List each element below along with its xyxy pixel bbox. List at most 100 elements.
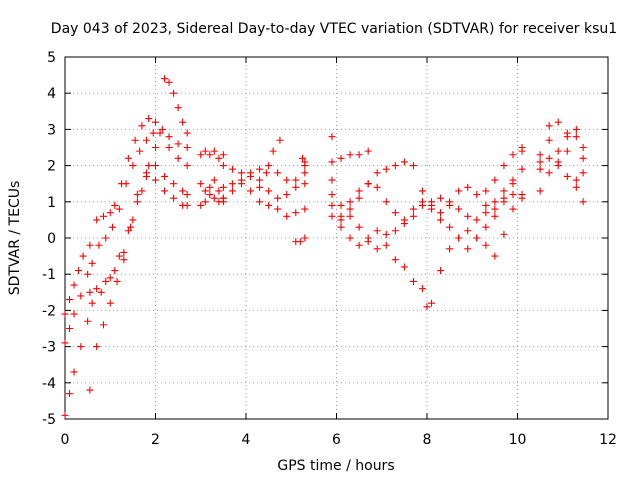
data-point	[201, 187, 209, 195]
data-point	[364, 238, 372, 246]
data-point	[152, 144, 159, 151]
x-tick-label: 0	[61, 432, 70, 448]
data-point	[292, 176, 300, 184]
data-point	[102, 234, 110, 242]
data-point	[66, 296, 74, 304]
data-point	[301, 180, 309, 188]
series-trace-5	[86, 144, 159, 296]
data-point	[572, 125, 580, 133]
x-tick-label: 12	[599, 432, 617, 448]
data-point	[206, 191, 214, 199]
data-point	[156, 129, 164, 137]
data-point	[183, 201, 191, 209]
data-point	[95, 241, 103, 249]
data-point	[337, 223, 345, 231]
data-point	[77, 343, 85, 351]
data-point	[115, 205, 123, 213]
data-point	[93, 285, 101, 293]
data-point	[152, 162, 159, 170]
data-point	[464, 227, 472, 235]
y-tick-label: -2	[42, 303, 56, 319]
data-point	[328, 212, 336, 220]
data-point	[455, 205, 463, 213]
data-point	[127, 223, 135, 231]
data-point	[61, 339, 69, 347]
data-point	[579, 144, 587, 151]
data-point	[346, 212, 354, 220]
data-point	[482, 241, 490, 249]
data-point	[446, 223, 454, 231]
data-point	[491, 252, 499, 260]
data-point	[129, 162, 137, 170]
data-point	[274, 205, 282, 213]
series-trace-19	[337, 165, 526, 253]
data-point	[500, 162, 508, 170]
data-point	[152, 118, 159, 126]
data-point	[391, 256, 399, 264]
chart-title: Day 043 of 2023, Sidereal Day-to-day VTE…	[51, 21, 617, 37]
data-point	[136, 147, 144, 155]
data-point	[500, 198, 508, 206]
data-point	[491, 212, 499, 220]
data-point	[197, 201, 205, 209]
data-point	[215, 154, 223, 162]
data-point	[133, 191, 141, 199]
data-point	[382, 165, 390, 173]
data-point	[262, 169, 270, 177]
data-point	[219, 183, 227, 191]
data-point	[355, 241, 363, 249]
data-point	[409, 277, 417, 285]
data-point	[346, 234, 354, 242]
y-tick-label: 0	[47, 231, 56, 247]
data-point	[219, 162, 227, 170]
data-point	[355, 187, 363, 195]
data-point	[418, 187, 426, 195]
data-point	[301, 169, 309, 177]
data-point	[219, 151, 227, 159]
data-point	[409, 205, 417, 213]
data-point	[400, 220, 408, 228]
data-point	[579, 198, 587, 206]
data-point	[328, 158, 336, 166]
data-point	[161, 75, 169, 83]
data-point	[124, 227, 132, 235]
grid-lines	[65, 57, 608, 419]
data-point	[106, 274, 114, 282]
data-point	[572, 183, 580, 191]
data-point	[437, 194, 445, 202]
data-point	[391, 162, 399, 170]
data-point	[70, 368, 78, 376]
data-point	[437, 267, 445, 275]
series-trace-14	[292, 234, 309, 246]
y-tick-label: -4	[42, 376, 56, 392]
data-point	[491, 176, 499, 184]
data-point	[301, 158, 309, 166]
y-axis-label: SDTVAR / TECUs	[7, 181, 23, 296]
data-point	[237, 169, 245, 177]
data-points	[61, 75, 587, 419]
data-point	[518, 191, 526, 199]
data-point	[428, 205, 436, 213]
data-point	[545, 154, 553, 162]
data-point	[355, 223, 363, 231]
data-point	[482, 201, 490, 209]
data-point	[142, 136, 150, 144]
data-point	[545, 136, 553, 144]
data-point	[337, 201, 345, 209]
data-point	[88, 259, 96, 267]
data-point	[346, 198, 354, 206]
data-point	[491, 205, 499, 213]
data-point	[509, 205, 517, 213]
data-point	[455, 187, 463, 195]
data-point	[256, 198, 264, 206]
y-tick-label: 1	[47, 195, 56, 211]
data-point	[265, 201, 273, 209]
x-tick-label: 10	[509, 432, 527, 448]
data-point	[79, 252, 87, 260]
data-point	[84, 270, 92, 278]
data-point	[301, 234, 309, 242]
data-point	[509, 191, 517, 199]
data-point	[572, 176, 580, 184]
data-point	[158, 125, 166, 133]
data-point	[579, 154, 587, 162]
